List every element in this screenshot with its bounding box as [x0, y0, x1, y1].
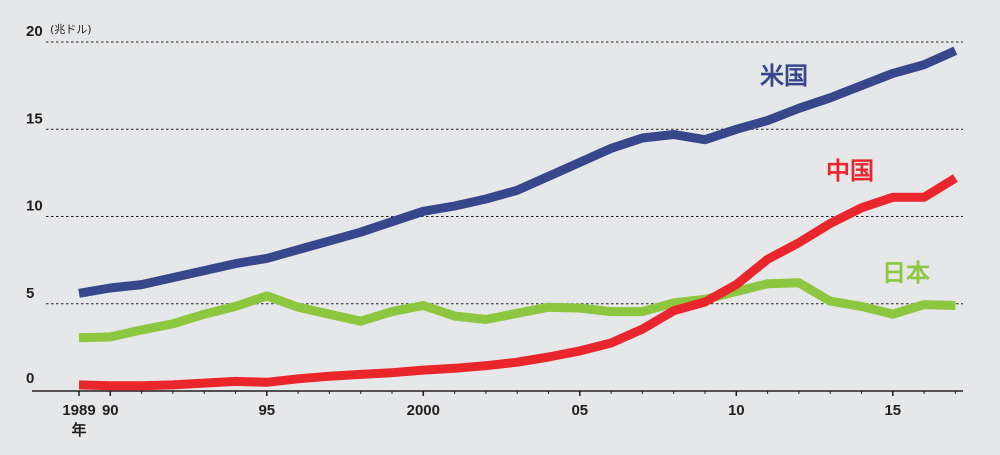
series-lines	[78, 46, 958, 391]
x-tick-label: 05	[571, 402, 588, 419]
x-tick-label: 95	[258, 402, 275, 419]
x-tick-label: 90	[102, 402, 119, 419]
series-line	[78, 174, 958, 391]
y-tick-label: 15	[26, 110, 43, 127]
series-label-japan: 日本	[882, 259, 930, 287]
y-tick-labels: 0 5 10 15 20	[26, 23, 43, 387]
y-tick-label: 0	[26, 370, 34, 387]
y-axis-unit-label: (兆ドル)	[50, 23, 92, 36]
x-tick-label: 1989	[62, 402, 95, 419]
x-tick-labels: 1989 90 95 2000 05 10 15	[62, 391, 956, 419]
x-tick-label: 10	[728, 402, 745, 419]
series-line	[78, 278, 956, 343]
y-tick-label: 10	[26, 198, 43, 215]
x-tick-label: 2000	[407, 402, 440, 419]
y-tick-label: 20	[26, 23, 43, 40]
series-label-china: 中国	[826, 157, 874, 185]
x-tick-label: 15	[884, 402, 901, 419]
x-axis-unit-label: 年	[71, 421, 86, 439]
y-tick-label: 5	[26, 285, 34, 302]
series-label-us: 米国	[760, 62, 808, 90]
series-line	[78, 46, 958, 298]
